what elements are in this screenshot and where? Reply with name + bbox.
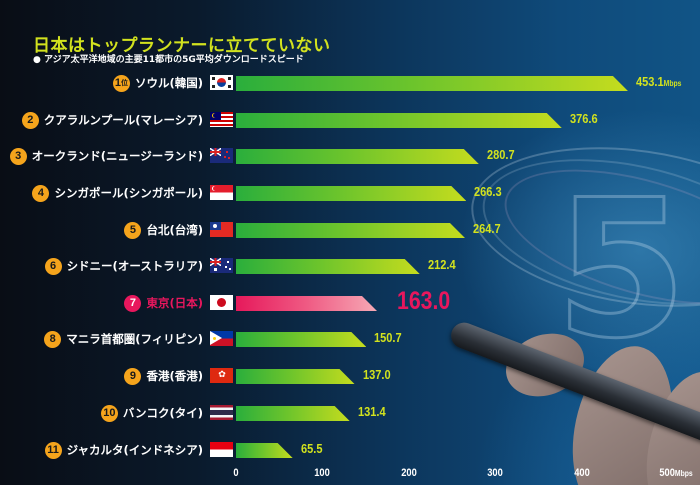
city-label: マニラ首都圏(フィリピン) <box>66 332 203 346</box>
value-label: 264.7 <box>472 221 501 236</box>
value-label: 131.4 <box>357 404 386 419</box>
x-axis-tick: 100 <box>314 467 330 479</box>
bar <box>236 332 366 347</box>
city-label: 香港(香港) <box>146 369 203 383</box>
malaysia-flag-icon <box>210 112 233 127</box>
row-label: 10 バンコク(タイ) <box>100 403 203 423</box>
x-axis-tick: 0 <box>233 467 239 479</box>
row-label: 2 クアラルンプール(マレーシア) <box>21 110 203 130</box>
bar-row-bangkok: 10 バンコク(タイ) 131.4 <box>0 403 700 423</box>
bar-row-singapore: 4 シンガポール(シンガポール) 266.3 <box>0 183 700 203</box>
value-label: 65.5 <box>300 441 323 456</box>
taiwan-flag-icon <box>210 222 233 237</box>
bar-row-taipei: 5 台北(台湾) 264.7 <box>0 220 700 240</box>
value-label: 376.6 <box>569 111 598 126</box>
row-label: 5 台北(台湾) <box>124 220 203 240</box>
bar-row-auckland: 3 オークランド(ニュージーランド) 280.7 <box>0 146 700 166</box>
row-label: 4 シンガポール(シンガポール) <box>32 183 203 203</box>
value-label-highlight: 163.0 <box>396 287 451 315</box>
value-label: 212.4 <box>427 257 456 272</box>
bar-row-kuala-lumpur: 2 クアラルンプール(マレーシア) 376.6 <box>0 110 700 130</box>
rank-badge: 5 <box>124 221 142 239</box>
city-label: シドニー(オーストラリア) <box>66 259 203 273</box>
thailand-flag-icon <box>210 405 233 420</box>
row-label: 11 ジャカルタ(インドネシア) <box>44 440 203 460</box>
city-label: ジャカルタ(インドネシア) <box>66 443 203 457</box>
row-label: 3 オークランド(ニュージーランド) <box>9 146 203 166</box>
city-label: オークランド(ニュージーランド) <box>31 149 203 163</box>
rank-badge: 11 <box>44 441 62 459</box>
bar-row-jakarta: 11 ジャカルタ(インドネシア) 65.5 <box>0 440 700 460</box>
bar-row-manila: 8 マニラ首都圏(フィリピン) 150.7 <box>0 329 700 349</box>
value-label: 266.3 <box>474 184 503 199</box>
rank-badge: 7 <box>124 294 142 312</box>
rank-badge: 9 <box>124 367 142 385</box>
bar-row-tokyo: 7 東京(日本) 163.0 <box>0 287 700 315</box>
hong-kong-flag-icon: ✿ <box>210 368 233 383</box>
australia-flag-icon <box>210 258 233 273</box>
chart-subtitle: ● アジア太平洋地域の主要11都市の5G平均ダウンロードスピード <box>33 55 304 65</box>
city-label: ソウル(韓国) <box>134 76 203 90</box>
philippines-flag-icon <box>210 331 233 346</box>
singapore-flag-icon <box>210 185 233 200</box>
rank-badge: 3 <box>9 147 27 165</box>
bar-highlight <box>236 296 377 311</box>
rank-badge: 4 <box>32 184 50 202</box>
bar <box>236 149 479 164</box>
row-label: 7 東京(日本) <box>124 293 203 313</box>
bar <box>236 76 628 91</box>
bar-row-hong-kong: 9 香港(香港) ✿ 137.0 <box>0 366 700 386</box>
city-label: 東京(日本) <box>146 296 203 310</box>
chart-title: 日本はトップランナーに立てていない <box>33 36 331 56</box>
city-label: バンコク(タイ) <box>122 406 203 420</box>
bar <box>236 113 562 128</box>
bar <box>236 443 293 458</box>
bar <box>236 186 466 201</box>
bar <box>236 259 420 274</box>
indonesia-flag-icon <box>210 442 233 457</box>
korea-flag-icon <box>210 75 233 90</box>
row-label: 8 マニラ首都圏(フィリピン) <box>44 329 203 349</box>
city-label: クアラルンプール(マレーシア) <box>43 113 203 127</box>
value-label: 453.1Mbps <box>635 74 682 89</box>
x-axis-tick: 300 <box>487 467 503 479</box>
x-axis-tick: 400 <box>574 467 590 479</box>
bar <box>236 369 355 384</box>
5g-graphic-icon: 5 <box>553 159 688 380</box>
new-zealand-flag-icon <box>210 148 233 163</box>
rank-badge: 6 <box>44 257 62 275</box>
x-axis-tick-last: 500Mbps <box>659 467 693 479</box>
x-axis-tick: 200 <box>401 467 417 479</box>
row-label: 6 シドニー(オーストラリア) <box>44 256 203 276</box>
bar-row-sydney: 6 シドニー(オーストラリア) 212.4 <box>0 256 700 276</box>
city-label: 台北(台湾) <box>146 223 203 237</box>
row-label: 9 香港(香港) <box>124 366 203 386</box>
value-label: 280.7 <box>486 147 515 162</box>
rank-badge: 10 <box>100 404 118 422</box>
value-label: 150.7 <box>374 330 403 345</box>
bar <box>236 223 465 238</box>
japan-flag-icon <box>210 295 233 310</box>
value-label: 137.0 <box>362 367 391 382</box>
rank-badge: 2 <box>21 111 39 129</box>
rank-badge: 8 <box>44 330 62 348</box>
city-label: シンガポール(シンガポール) <box>54 186 203 200</box>
bar <box>236 406 350 421</box>
